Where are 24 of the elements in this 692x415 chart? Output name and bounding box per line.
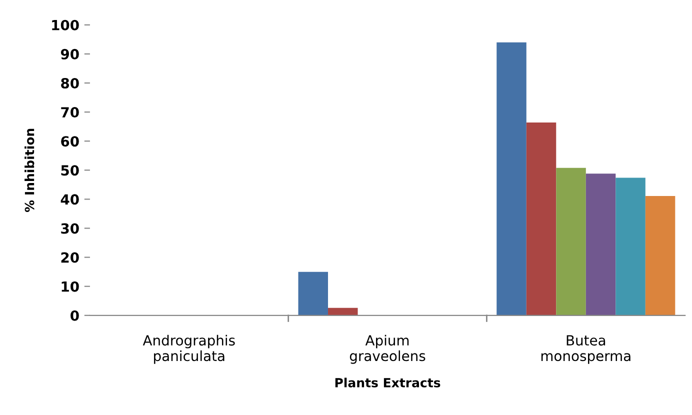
y-tick-label: 20 bbox=[61, 252, 79, 263]
bar bbox=[328, 308, 358, 316]
bar bbox=[586, 174, 616, 316]
y-axis-title: % Inhibition bbox=[24, 128, 34, 212]
bar bbox=[526, 122, 556, 316]
x-tick-label: Andrographis paniculata bbox=[142, 334, 235, 364]
bar bbox=[298, 272, 328, 316]
y-tick-label: 70 bbox=[61, 107, 79, 118]
bar bbox=[616, 178, 646, 316]
y-tick-label: 90 bbox=[60, 48, 79, 60]
x-tick-label: Apium graveolens bbox=[350, 334, 426, 364]
x-axis-title: Plants Extracts bbox=[335, 378, 440, 388]
bar bbox=[496, 42, 526, 316]
y-tick-label: 0 bbox=[70, 310, 79, 321]
bar bbox=[645, 196, 676, 316]
y-tick-label: 60 bbox=[61, 136, 79, 147]
x-tick-label: Butea monosperma bbox=[541, 335, 630, 364]
bar bbox=[556, 168, 586, 316]
y-tick-label: 10 bbox=[62, 281, 79, 292]
y-tick-label: 40 bbox=[60, 194, 79, 205]
y-tick-label: 30 bbox=[61, 223, 79, 234]
y-tick-label: 80 bbox=[61, 78, 79, 88]
y-tick-label: 100 bbox=[52, 20, 79, 30]
y-tick-label: 50 bbox=[61, 165, 79, 176]
